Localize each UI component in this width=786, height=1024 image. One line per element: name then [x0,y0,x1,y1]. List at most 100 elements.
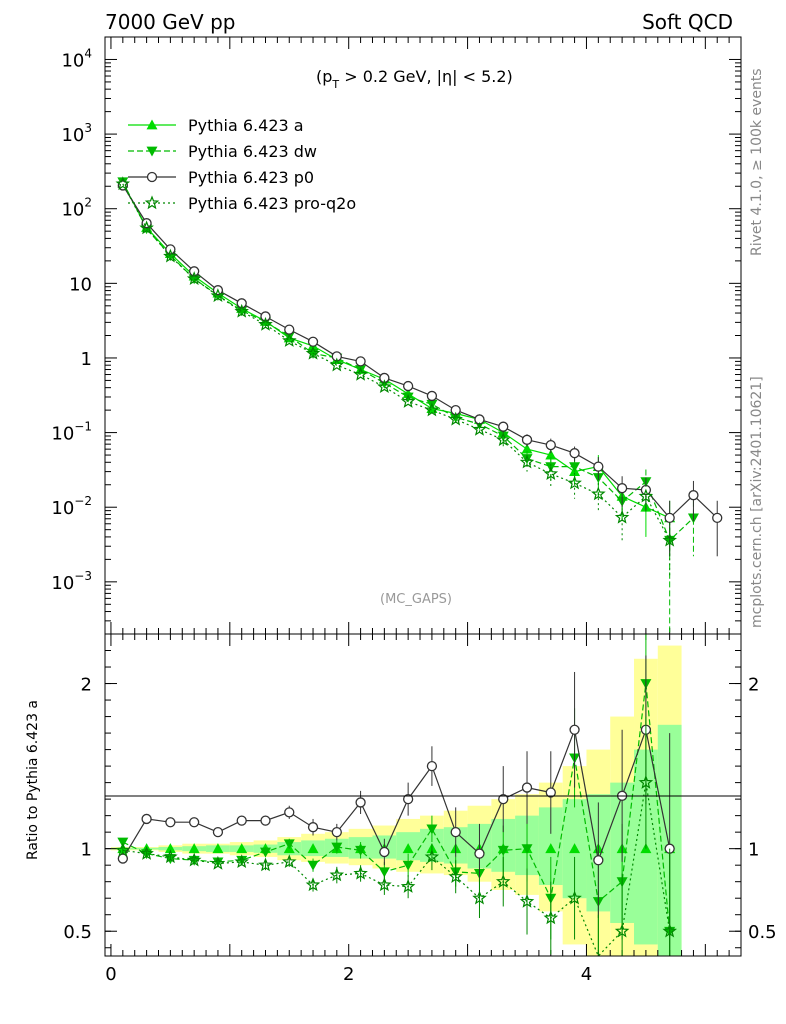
ratio-point-p0 [331,827,342,838]
ytick-label-base: 10 [61,125,84,146]
main-point-proq2o [163,248,178,263]
ratio-point-proq2o [258,857,273,872]
main-point-dw [236,306,248,317]
ratio-ytick-label-left: 2 [81,675,92,696]
ratio-point-p0 [593,855,604,866]
ratio-ytick-label-left: 1 [81,840,92,861]
legend-swatch-marker [144,195,160,210]
ratio-point-dw [426,824,438,835]
ytick-label-exp: 3 [84,121,92,135]
ratio-point-p0 [450,827,461,838]
legend-label: Pythia 6.423 a [188,116,304,135]
ratio-point-p0 [260,815,271,826]
ratio-point-p0 [379,846,390,858]
xtick-label: 2 [343,964,354,985]
legend-swatch-marker [146,119,158,130]
main-point-dw [402,392,414,403]
main-point-p0 [712,512,723,524]
ratio-point-proq2o [305,877,321,892]
main-point-proq2o [543,466,559,481]
ratio-point-dw [283,839,295,850]
ratio-point-dw [402,860,414,871]
ratio-plot-frame [104,633,742,957]
ratio-point-proq2o [519,893,535,908]
ytick-label-exp: −1 [74,420,92,434]
ratio-ytick-label-right: 2 [748,675,759,696]
main-point-a [545,449,557,460]
ratio-point-p0 [545,787,556,798]
main-point-dw [521,454,533,464]
cut-label-sub: T [331,78,339,91]
legend-item-proq2o: Pythia 6.423 pro-q2o [128,194,356,213]
data-series [115,176,723,958]
ytick-label: 10−2 [51,494,92,519]
ratio-point-p0 [212,827,224,838]
main-point-p0 [236,298,247,309]
main-point-p0 [569,448,580,459]
side-label-rivet: Rivet 4.1.0, ≥ 100k events [749,68,765,256]
main-series-dw [117,177,699,634]
ratio-point-dw [331,842,343,853]
ytick-label: 10 [69,274,92,295]
legend-label: Pythia 6.423 dw [188,142,317,161]
ytick-label-base: 10 [61,50,84,71]
ratio-point-a [188,843,200,854]
ytick-label-base: 10 [69,274,92,295]
main-point-proq2o [472,421,487,436]
main-point-proq2o [377,379,392,394]
legend-item-dw: Pythia 6.423 dw [128,142,317,161]
main-point-proq2o [614,509,630,524]
ratio-point-p0 [189,817,200,828]
main-point-proq2o [424,402,440,417]
ratio-point-dw [355,845,367,856]
main-point-proq2o [495,432,511,447]
main-point-proq2o [353,366,368,381]
main-line-proq2o [122,183,671,541]
ytick-label-base: 10 [51,498,74,519]
ratio-point-p0 [307,822,319,833]
ratio-point-proq2o [400,878,416,893]
ytick-label-base: 1 [81,349,92,370]
ytick-label-base: 10 [51,424,74,445]
main-point-proq2o [638,488,654,503]
ratio-ytick-label-right: 0.5 [748,922,777,943]
main-point-proq2o [567,475,582,490]
ratio-point-proq2o [448,869,463,883]
ratio-point-dw [378,867,390,878]
header-right: Soft QCD [642,10,733,34]
ratio-point-p0 [474,848,485,859]
main-line-a [122,182,670,519]
main-line-p0 [122,185,718,519]
main-point-proq2o [234,303,249,318]
ratio-point-p0 [521,782,533,793]
main-series-a [117,177,676,557]
ytick-label-exp: −2 [74,494,92,508]
main-point-p0 [355,356,366,367]
watermark: (MC_GAPS) [380,592,452,607]
main-point-p0 [688,490,699,501]
main-point-dw [497,431,509,442]
main-point-proq2o [519,454,535,469]
ratio-point-a [307,843,319,854]
legend-label: Pythia 6.423 pro-q2o [188,194,356,213]
main-point-proq2o [115,176,131,191]
ratio-series-proq2o [115,716,677,958]
ratio-ylabel: Ratio to Pythia 6.423 a [25,700,41,860]
main-point-p0 [402,380,414,392]
ratio-ytick-label-right: 1 [748,840,759,861]
ratio-point-proq2o [139,845,154,860]
ratio-point-p0 [236,815,247,826]
cut-label-prefix: (p [316,67,332,86]
main-point-dw [283,331,295,342]
xtick-label: 4 [581,964,592,985]
ratio-point-proq2o [329,867,345,882]
main-point-p0 [545,439,556,451]
ratio-point-a [212,843,224,854]
ratio-point-dw [259,847,271,858]
side-label-mcplots: mcplots.cern.ch [arXiv:2401.10621] [749,376,765,628]
ratio-point-proq2o [424,849,440,864]
cut-label: (pT > 0.2 GeV, |η| < 5.2) [316,67,513,91]
main-point-p0 [260,311,271,322]
